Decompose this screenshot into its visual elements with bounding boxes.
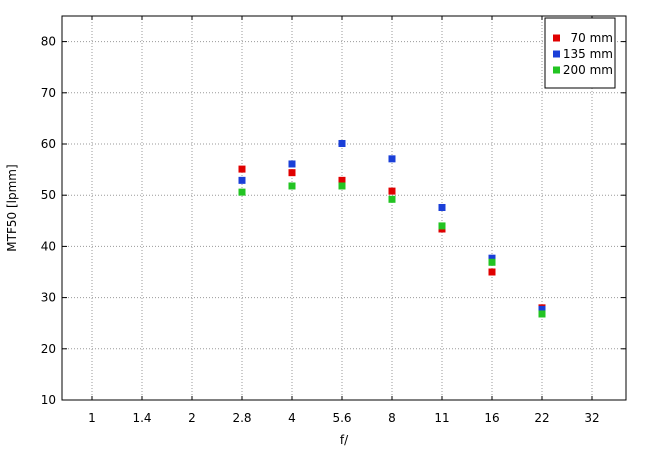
data-point xyxy=(388,155,396,163)
data-point xyxy=(388,187,396,195)
data-point xyxy=(438,203,446,211)
legend-label: 70 mm xyxy=(571,31,613,45)
data-point xyxy=(488,254,496,262)
data-point xyxy=(538,305,546,313)
y-tick-label: 20 xyxy=(41,342,56,356)
legend-marker xyxy=(553,66,560,74)
legend-label: 200 mm xyxy=(563,63,613,77)
y-tick-label: 10 xyxy=(41,393,56,407)
x-tick-label: 2 xyxy=(188,411,196,425)
data-point xyxy=(338,139,346,147)
grid-lines xyxy=(62,16,626,401)
data-point xyxy=(238,188,246,196)
x-tick-label: 32 xyxy=(584,411,599,425)
y-axis-label: MTF50 [lpmm] xyxy=(5,164,19,251)
x-tick-label: 16 xyxy=(484,411,499,425)
data-points xyxy=(238,139,546,318)
y-tick-label: 70 xyxy=(41,86,56,100)
data-point xyxy=(488,268,496,276)
x-tick-label: 8 xyxy=(388,411,396,425)
data-point xyxy=(538,310,546,318)
legend-marker xyxy=(553,50,560,58)
y-tick-label: 50 xyxy=(41,188,56,202)
data-point xyxy=(288,169,296,177)
x-tick-label: 22 xyxy=(534,411,549,425)
y-tick-label: 60 xyxy=(41,137,56,151)
x-tick-label: 2.8 xyxy=(232,411,251,425)
data-point xyxy=(238,165,246,173)
legend: 70 mm 135 mm 200 mm xyxy=(544,17,616,89)
data-point xyxy=(438,222,446,230)
data-point xyxy=(338,176,346,184)
x-tick-label: 4 xyxy=(288,411,296,425)
y-tick-label: 40 xyxy=(41,239,56,253)
x-tick-label: 11 xyxy=(434,411,449,425)
data-point xyxy=(288,182,296,190)
x-tick-label: 1.4 xyxy=(132,411,151,425)
y-tick-label: 30 xyxy=(41,291,56,305)
legend-label: 135 mm xyxy=(563,47,613,61)
data-point xyxy=(238,176,246,184)
y-tick-label: 80 xyxy=(41,35,56,49)
legend-marker xyxy=(553,34,560,42)
x-tick-label: 1 xyxy=(88,411,96,425)
plot-frame xyxy=(61,15,627,401)
data-point xyxy=(288,160,296,168)
x-tick-labels: 1 1.4 2 2.8 4 5.6 8 11 16 22 32 xyxy=(88,411,599,425)
x-axis-label: f/ xyxy=(340,433,349,447)
data-point xyxy=(338,182,346,190)
tick-marks xyxy=(62,16,626,401)
data-point xyxy=(488,258,496,266)
y-tick-labels: 10 20 30 40 50 60 70 80 xyxy=(41,35,56,407)
data-point xyxy=(388,195,396,203)
x-tick-label: 5.6 xyxy=(332,411,351,425)
